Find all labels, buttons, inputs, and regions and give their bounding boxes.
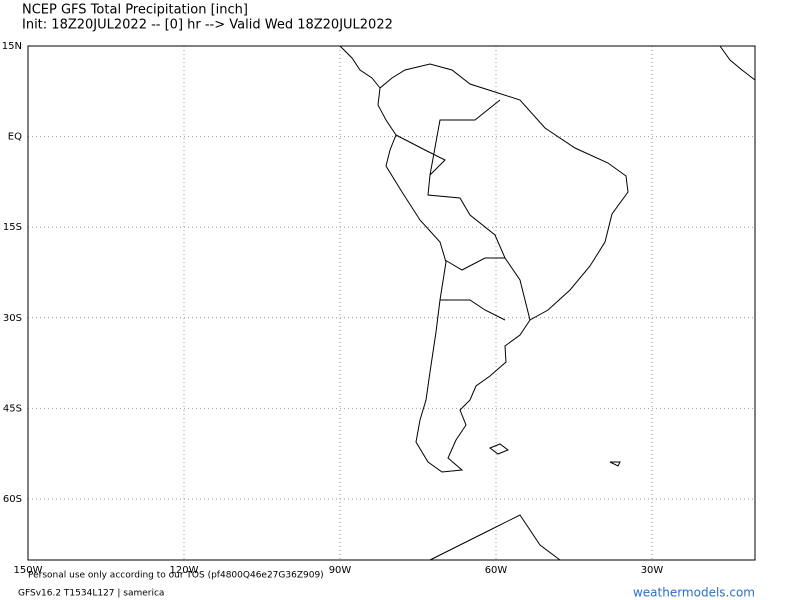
axis-labels: 15N EQ 15S 30S 45S 60S 150W 120W 90W 60W 30W [2, 41, 664, 576]
map-frame [27, 45, 756, 561]
site-link[interactable]: weathermodels.com [633, 586, 755, 600]
lon-label: 30W [641, 565, 664, 576]
coastlines [339, 45, 756, 561]
model-info: GFSv16.2 T1534L127 | samerica [18, 589, 164, 599]
lat-label: 15S [3, 222, 22, 233]
falklands [488, 443, 621, 467]
lon-label: 150W [14, 565, 43, 576]
lat-label: EQ [8, 132, 22, 143]
map-subtitle: Init: 18Z20JUL2022 -- [0] hr --> Valid W… [22, 18, 393, 33]
lon-label: 60W [485, 565, 508, 576]
lon-label: 120W [170, 565, 199, 576]
antarctic-peninsula [429, 514, 561, 561]
south-america-coast [339, 45, 629, 473]
tos-notice: Personal use only according to our TOS (… [28, 571, 324, 581]
graticule [28, 46, 755, 560]
africa-coast [719, 45, 756, 81]
map-title: NCEP GFS Total Precipitation [inch] [22, 3, 248, 18]
lat-label: 15N [2, 41, 22, 52]
lon-label: 90W [329, 565, 352, 576]
lat-label: 30S [3, 313, 22, 324]
lat-label: 60S [3, 494, 22, 505]
lat-label: 45S [3, 403, 22, 414]
country-borders [395, 99, 531, 321]
